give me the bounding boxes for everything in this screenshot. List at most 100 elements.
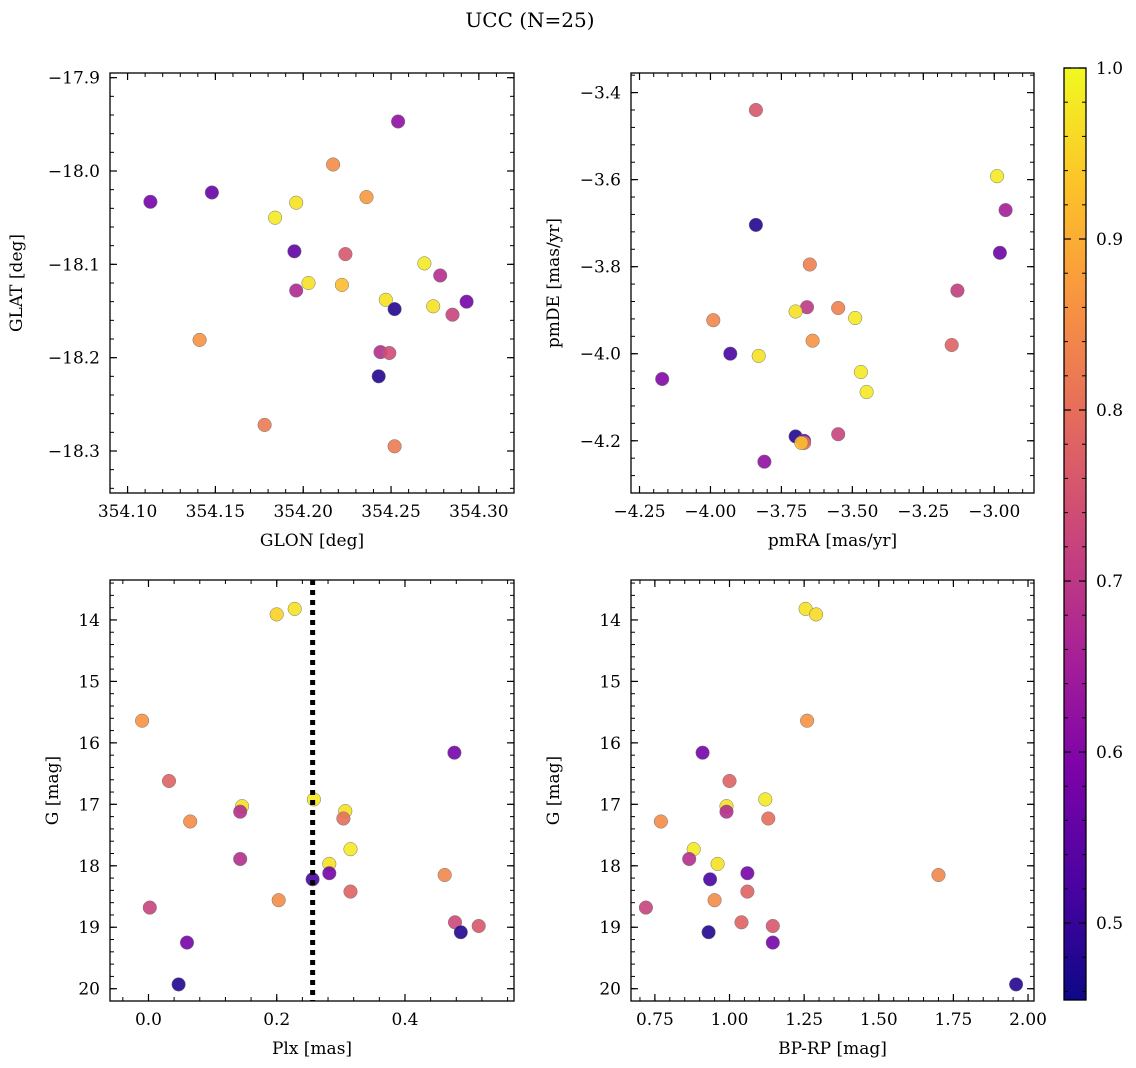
y-axis-label: G [mag] [544,756,564,825]
data-point [268,211,282,225]
data-point [654,815,668,829]
x-tick-label: 354.20 [273,502,332,522]
y-tick-label: 18 [78,857,100,877]
data-point [800,714,814,728]
y-tick-label: −3.8 [580,258,621,278]
data-point [951,284,965,298]
y-tick-label: 14 [599,611,621,631]
data-point [302,276,316,290]
data-point [335,278,349,292]
x-tick-label: 2.00 [1009,1010,1047,1030]
data-point [741,866,755,880]
data-point [193,333,207,347]
y-tick-label: −17.9 [48,69,100,89]
data-point [806,334,820,348]
x-tick-label: 354.30 [449,502,508,522]
data-point [766,919,780,933]
y-tick-label: 14 [78,611,100,631]
data-point [741,885,755,899]
x-tick-label: 354.10 [98,502,157,522]
colorbar-tick-label: 1.0 [1096,59,1123,79]
data-point [860,385,874,399]
data-point [472,919,486,933]
data-point [789,305,803,319]
data-point [720,805,734,819]
y-tick-label: −4.0 [580,345,621,365]
data-point [270,608,284,622]
x-axis-label: Plx [mas] [272,1039,352,1059]
data-point [337,812,351,826]
data-point [289,196,303,210]
data-point [639,901,653,915]
y-tick-label: −18.0 [48,162,100,182]
x-tick-label: −3.25 [897,502,949,522]
data-point [702,925,716,939]
colorbar-tick-label: 0.6 [1096,743,1123,763]
y-tick-label: 20 [599,980,621,1000]
data-point [711,857,725,871]
x-tick-label: 1.50 [860,1010,898,1030]
colorbar-tick-label: 0.5 [1096,914,1123,934]
colorbar-gradient [1064,68,1086,1000]
data-point [344,885,358,899]
data-point [735,916,749,930]
data-point [323,866,337,880]
y-tick-label: 16 [599,734,621,754]
data-point [272,893,286,907]
colorbar-tick-label: 0.8 [1096,401,1123,421]
x-tick-label: 0.4 [391,1010,418,1030]
data-point [391,115,405,129]
data-point [183,815,197,829]
data-point [655,372,669,386]
panel-bprp-g: 0.751.001.251.501.752.0014151617181920 B… [544,580,1047,1059]
axes-frame [631,73,1034,493]
data-point [258,418,272,432]
data-point [708,893,722,907]
data-point [460,295,474,309]
y-tick-label: 17 [599,795,621,815]
data-point [696,746,710,760]
y-tick-label: 19 [599,918,621,938]
figure-title: UCC (N=25) [465,8,594,32]
x-axis-label: pmRA [mas/yr] [768,531,897,551]
y-tick-label: −4.2 [580,432,621,452]
y-tick-label: −3.4 [580,84,621,104]
y-tick-label: −18.2 [48,349,100,369]
panel-pmra-pmde: −4.25−4.00−3.75−3.50−3.25−3.00−3.4−3.6−3… [544,73,1034,551]
data-point [372,370,386,384]
data-point [759,793,773,807]
x-tick-label: −4.00 [684,502,736,522]
data-point [724,347,738,361]
data-point [360,190,374,204]
data-point [752,349,766,363]
x-tick-label: 1.00 [711,1010,749,1030]
data-point [143,901,157,915]
x-axis-label: BP-RP [mag] [778,1039,887,1059]
data-point [426,300,440,314]
data-point [448,746,462,760]
x-tick-label: 0.0 [135,1010,162,1030]
x-tick-label: −3.50 [826,502,878,522]
x-tick-label: 1.75 [934,1010,972,1030]
data-point [831,301,845,315]
x-tick-label: 0.2 [263,1010,290,1030]
data-point [749,218,763,232]
data-point [433,269,447,283]
y-tick-label: −3.6 [580,171,621,191]
data-point [809,608,823,622]
y-axis-label: pmDE [mas/yr] [544,218,564,348]
data-point [418,257,432,271]
data-point [990,169,1004,183]
data-point [766,936,780,950]
y-tick-label: −18.1 [48,255,100,275]
y-tick-label: −18.3 [48,442,100,462]
data-point [999,203,1013,217]
data-point [383,346,397,360]
data-point [233,852,247,866]
data-point [758,455,772,469]
data-point [848,311,862,325]
x-tick-label: 1.25 [785,1010,823,1030]
data-point [144,195,158,209]
data-point [180,936,194,950]
data-point [749,103,763,117]
